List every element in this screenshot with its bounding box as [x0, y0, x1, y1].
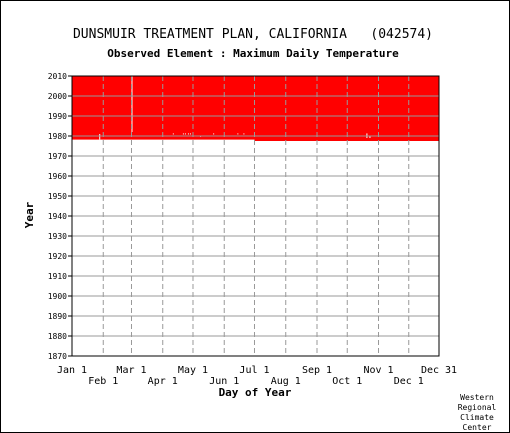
chart-title: DUNSMUIR TREATMENT PLAN, CALIFORNIA (042…: [73, 27, 433, 42]
y-tick-label: 1920: [48, 252, 67, 261]
y-tick-label: 1880: [48, 332, 67, 341]
x-tick-label: Dec 31: [421, 365, 457, 376]
y-tick-label: 2000: [48, 92, 67, 101]
missing-data-gap: [182, 133, 184, 135]
x-tick-label: Jun 1: [209, 376, 239, 387]
missing-data-gap: [187, 133, 189, 135]
missing-data-gap: [369, 136, 371, 138]
x-tick-label: Jan 1: [57, 365, 87, 376]
y-tick-label: 1940: [48, 212, 67, 221]
credit-block: Western Regional Climate Center: [458, 393, 497, 432]
x-axis-label: Day of Year: [219, 386, 292, 399]
credit-line: Regional: [458, 403, 497, 412]
y-tick-label: 1930: [48, 232, 67, 241]
missing-data-gap: [184, 133, 186, 135]
y-tick-label: 1890: [48, 312, 67, 321]
missing-data-gap: [189, 133, 191, 135]
missing-data-gap: [131, 76, 133, 132]
data-coverage: [72, 76, 439, 141]
y-tick-label: 1900: [48, 292, 67, 301]
x-tick-label: Dec 1: [394, 376, 424, 387]
y-axis-label: Year: [23, 201, 36, 228]
y-tick-label: 1970: [48, 152, 67, 161]
y-tick-label: 2010: [48, 72, 67, 81]
x-tick-label: Mar 1: [116, 365, 146, 376]
x-tick-label: Sep 1: [302, 365, 332, 376]
y-tick-label: 1870: [48, 352, 67, 361]
missing-data-gap: [243, 133, 245, 135]
axes: [68, 75, 440, 357]
y-tick-label: 1980: [48, 132, 67, 141]
y-tick-label: 1950: [48, 192, 67, 201]
x-tick-label: Oct 1: [332, 376, 362, 387]
credit-line: Center: [463, 423, 492, 432]
y-tick-label: 1910: [48, 272, 67, 281]
missing-data-gap: [213, 133, 215, 135]
tick-labels: 1870 1880 1890 1900 1910 1920 1930 1940 1950 1960…: [48, 72, 457, 387]
x-tick-label: Nov 1: [363, 365, 393, 376]
missing-data-gap: [237, 133, 239, 135]
missing-data-gap: [172, 133, 174, 135]
coverage-block: [72, 76, 255, 140]
missing-data-gap: [99, 134, 101, 140]
x-tick-label: May 1: [178, 365, 208, 376]
chart-subtitle: Observed Element : Maximum Daily Tempera…: [107, 47, 399, 60]
y-tick-label: 1990: [48, 112, 67, 121]
x-tick-label: Aug 1: [271, 376, 301, 387]
credit-line: Climate: [460, 413, 494, 422]
y-tick-label: 1960: [48, 172, 67, 181]
x-tick-label: Jul 1: [239, 365, 269, 376]
x-tick-label: Feb 1: [88, 376, 118, 387]
credit-line: Western: [460, 393, 494, 402]
x-tick-label: Apr 1: [148, 376, 178, 387]
coverage-block: [254, 76, 439, 141]
